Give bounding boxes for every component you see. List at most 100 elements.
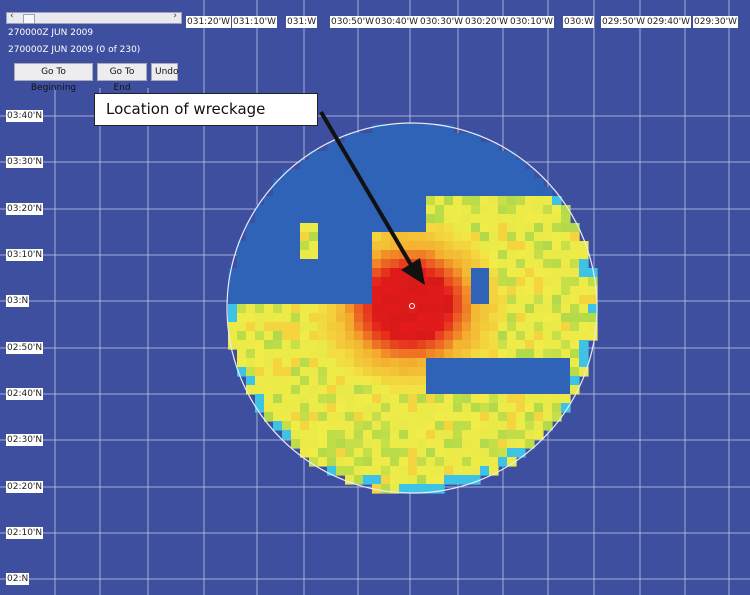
probability-cell bbox=[480, 421, 490, 431]
probability-cell bbox=[561, 214, 571, 224]
probability-cell bbox=[309, 223, 319, 233]
probability-cell bbox=[282, 178, 292, 188]
probability-cell bbox=[435, 367, 445, 377]
probability-cell bbox=[327, 457, 337, 467]
probability-cell bbox=[336, 250, 346, 260]
probability-cell bbox=[309, 439, 319, 449]
probability-cell bbox=[273, 340, 283, 350]
probability-cell bbox=[318, 187, 328, 197]
probability-cell bbox=[264, 241, 274, 251]
probability-cell bbox=[363, 331, 373, 341]
probability-cell bbox=[336, 196, 346, 206]
probability-cell bbox=[318, 430, 328, 440]
probability-cell bbox=[570, 277, 580, 287]
probability-cell bbox=[228, 313, 238, 323]
probability-cell bbox=[381, 313, 391, 323]
probability-cell bbox=[489, 412, 499, 422]
probability-cell bbox=[570, 286, 580, 296]
probability-cell bbox=[372, 340, 382, 350]
probability-cell bbox=[453, 259, 463, 269]
probability-cell bbox=[300, 295, 310, 305]
probability-cell bbox=[309, 250, 319, 260]
probability-cell bbox=[426, 277, 436, 287]
probability-cell bbox=[246, 223, 256, 233]
probability-cell bbox=[381, 304, 391, 314]
probability-cell bbox=[363, 313, 373, 323]
probability-cell bbox=[408, 241, 418, 251]
probability-cell bbox=[534, 430, 544, 440]
probability-cell bbox=[237, 268, 247, 278]
probability-cell bbox=[525, 223, 535, 233]
probability-cell bbox=[255, 259, 265, 269]
probability-cell bbox=[390, 484, 400, 494]
probability-cell bbox=[309, 430, 319, 440]
probability-cell bbox=[291, 286, 301, 296]
probability-cell bbox=[435, 430, 445, 440]
probability-cell bbox=[390, 340, 400, 350]
probability-cell bbox=[372, 187, 382, 197]
probability-cell bbox=[318, 178, 328, 188]
probability-cell bbox=[489, 340, 499, 350]
callout-arrowhead bbox=[401, 258, 425, 285]
probability-cell bbox=[255, 214, 265, 224]
probability-cell bbox=[309, 169, 319, 179]
probability-cell bbox=[561, 232, 571, 242]
slider-right-arrow-icon[interactable]: › bbox=[173, 11, 177, 21]
probability-cell bbox=[381, 376, 391, 386]
probability-cell bbox=[336, 322, 346, 332]
probability-cell bbox=[300, 322, 310, 332]
probability-cell bbox=[309, 259, 319, 269]
probability-cell bbox=[309, 286, 319, 296]
probability-cell bbox=[552, 394, 562, 404]
probability-cell bbox=[579, 241, 589, 251]
probability-cell bbox=[399, 322, 409, 332]
slider-thumb[interactable] bbox=[23, 14, 35, 24]
probability-cell bbox=[525, 196, 535, 206]
probability-cell bbox=[309, 295, 319, 305]
probability-cell bbox=[264, 268, 274, 278]
probability-cell bbox=[408, 133, 418, 143]
time-slider[interactable]: ‹ › bbox=[6, 11, 182, 24]
probability-cell bbox=[426, 376, 436, 386]
probability-cell bbox=[570, 376, 580, 386]
probability-cell bbox=[552, 340, 562, 350]
probability-cell bbox=[435, 250, 445, 260]
probability-cell bbox=[336, 232, 346, 242]
probability-cell bbox=[372, 313, 382, 323]
probability-cell bbox=[363, 412, 373, 422]
probability-cell bbox=[525, 241, 535, 251]
probability-cell bbox=[462, 430, 472, 440]
probability-cell bbox=[471, 340, 481, 350]
go-to-end-button[interactable]: Go To End bbox=[97, 63, 147, 93]
probability-cell bbox=[399, 223, 409, 233]
probability-cell bbox=[516, 304, 526, 314]
probability-cell bbox=[327, 448, 337, 458]
probability-cell bbox=[381, 277, 391, 287]
go-to-beginning-button[interactable]: Go To Beginning bbox=[14, 63, 93, 93]
probability-cell bbox=[282, 205, 292, 215]
slider-left-arrow-icon[interactable]: ‹ bbox=[10, 11, 14, 21]
probability-cell bbox=[435, 412, 445, 422]
probability-cell bbox=[390, 439, 400, 449]
probability-cell bbox=[300, 430, 310, 440]
latitude-label: 02:50'N bbox=[6, 342, 44, 354]
probability-cell bbox=[372, 304, 382, 314]
probability-cell bbox=[354, 178, 364, 188]
probability-cell bbox=[246, 367, 256, 377]
probability-cell bbox=[336, 286, 346, 296]
probability-cell bbox=[471, 277, 481, 287]
probability-cell bbox=[471, 349, 481, 359]
probability-cell bbox=[381, 196, 391, 206]
probability-cell bbox=[498, 214, 508, 224]
probability-cell bbox=[534, 187, 544, 197]
probability-cell bbox=[561, 394, 571, 404]
probability-cell bbox=[336, 313, 346, 323]
probability-cell bbox=[264, 358, 274, 368]
probability-cell bbox=[291, 250, 301, 260]
probability-cell bbox=[264, 331, 274, 341]
undo-button[interactable]: Undo bbox=[151, 63, 179, 81]
probability-cell bbox=[534, 412, 544, 422]
probability-cell bbox=[300, 286, 310, 296]
probability-cell bbox=[264, 205, 274, 215]
